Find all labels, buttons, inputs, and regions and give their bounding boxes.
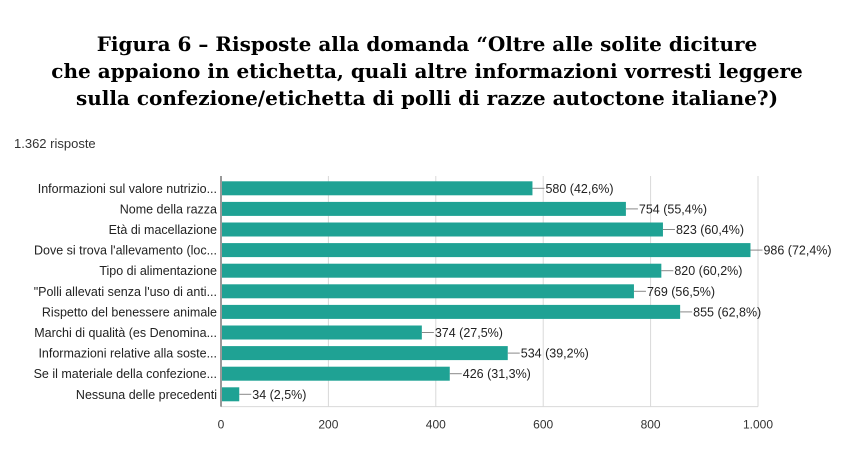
data-label: 754 (55,4%) bbox=[639, 202, 707, 216]
data-label: 426 (31,3%) bbox=[463, 367, 531, 381]
figure-title-line-2: che appaiono in etichetta, quali altre i… bbox=[51, 59, 803, 83]
category-label: Informazioni relative alla soste... bbox=[38, 347, 217, 361]
data-label: 855 (62,8%) bbox=[693, 305, 761, 319]
x-tick-label: 600 bbox=[533, 418, 553, 432]
bar bbox=[222, 201, 626, 216]
category-label: Marchi di qualità (es Denomina... bbox=[34, 326, 217, 340]
data-label: 534 (39,2%) bbox=[521, 347, 589, 361]
figure-title-line-3: sulla confezione/etichetta di polli di r… bbox=[75, 86, 779, 110]
category-label: Nessuna delle precedenti bbox=[76, 388, 217, 402]
category-label: "Polli allevati senza l'uso di anti... bbox=[34, 285, 217, 299]
bar bbox=[222, 243, 751, 258]
x-tick-label: 400 bbox=[426, 418, 446, 432]
x-tick-label: 200 bbox=[318, 418, 338, 432]
responses-count: 1.362 risposte bbox=[14, 136, 96, 151]
data-label: 823 (60,4%) bbox=[676, 223, 744, 237]
category-label: Rispetto del benessere animale bbox=[42, 305, 217, 319]
x-tick-label: 1.000 bbox=[743, 418, 773, 432]
category-label: Dove si trova l'allevamento (loc... bbox=[34, 244, 217, 258]
bar bbox=[222, 284, 634, 299]
category-label: Informazioni sul valore nutrizio... bbox=[38, 182, 217, 196]
figure-title-line-1: Figura 6 – Risposte alla domanda “Oltre … bbox=[96, 32, 758, 56]
data-label: 580 (42,6%) bbox=[545, 182, 613, 196]
data-label: 769 (56,5%) bbox=[647, 285, 715, 299]
bar bbox=[222, 181, 533, 196]
bar bbox=[222, 387, 240, 402]
bar bbox=[222, 263, 662, 278]
data-label: 374 (27,5%) bbox=[435, 326, 503, 340]
category-label: Tipo di alimentazione bbox=[99, 264, 217, 278]
data-label: 820 (60,2%) bbox=[674, 264, 742, 278]
category-label: Nome della razza bbox=[120, 202, 217, 216]
data-label: 986 (72,4%) bbox=[763, 244, 831, 258]
category-label: Età di macellazione bbox=[109, 223, 217, 237]
bar bbox=[222, 346, 508, 361]
bar bbox=[222, 304, 681, 319]
bar bbox=[222, 222, 663, 237]
x-tick-label: 0 bbox=[218, 418, 225, 432]
data-label: 34 (2,5%) bbox=[252, 388, 306, 402]
x-tick-label: 800 bbox=[641, 418, 661, 432]
bar bbox=[222, 366, 450, 381]
category-label: Se il materiale della confezione... bbox=[34, 367, 217, 381]
figure-title: Figura 6 – Risposte alla domanda “Oltre … bbox=[0, 31, 854, 112]
bar bbox=[222, 325, 422, 340]
